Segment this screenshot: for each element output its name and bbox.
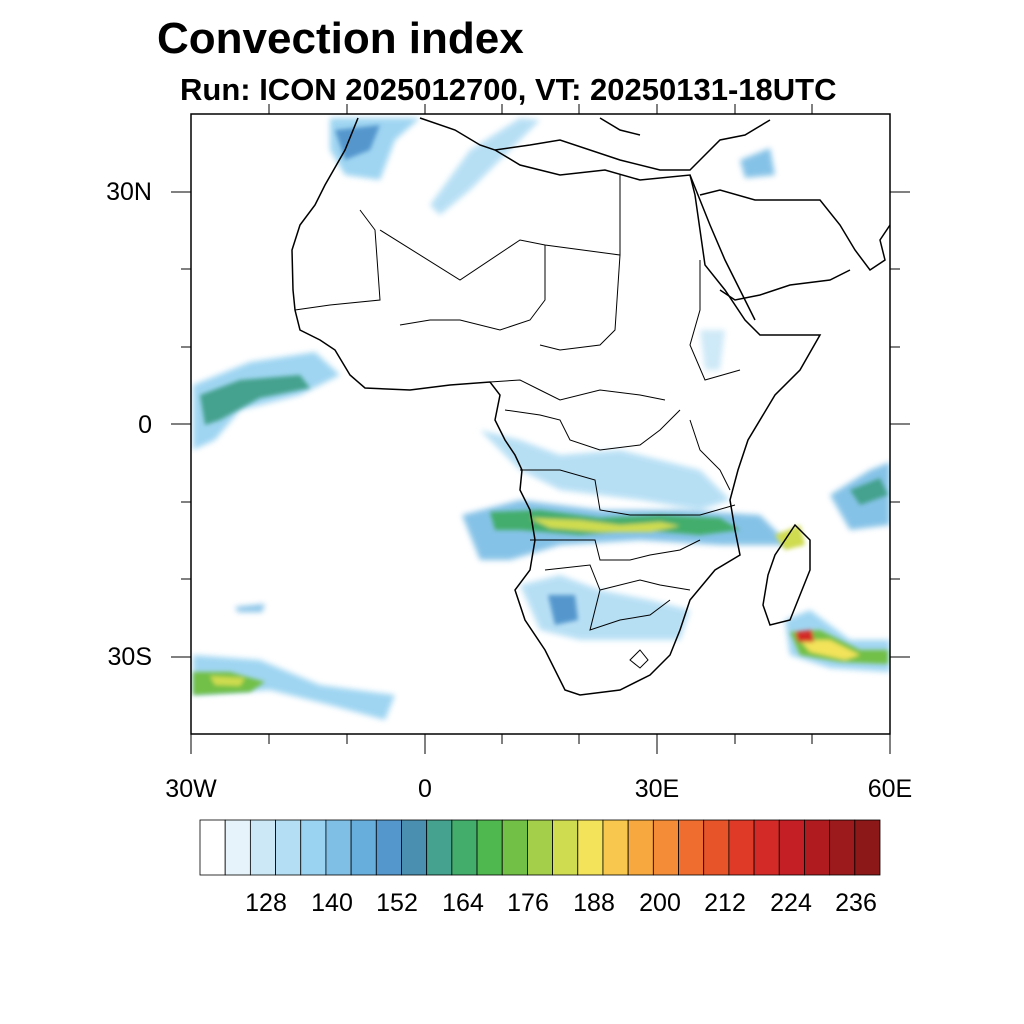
y-tick-label-30s: 30S — [107, 643, 152, 671]
red-sea — [689, 174, 756, 321]
madagascar-coastline — [762, 523, 811, 626]
convection-core-indian-east — [850, 478, 888, 505]
colorbar-label: 212 — [704, 889, 746, 917]
colorbar-swatch — [703, 819, 730, 876]
colorbar-swatch — [451, 819, 478, 876]
africa-coastline — [291, 117, 822, 696]
convection-core-madagascar-red — [795, 630, 814, 642]
colorbar-swatch — [350, 819, 377, 876]
convection-area-atlantic-small — [235, 604, 265, 612]
x-tick-label-30e: 30E — [634, 775, 680, 803]
mediterranean-coast — [494, 117, 771, 171]
colorbar-swatch — [325, 819, 352, 876]
convection-area-congo — [480, 430, 730, 510]
colorbar-swatch — [627, 819, 654, 876]
colorbar-swatch — [778, 819, 805, 876]
colorbar-swatch — [854, 819, 881, 876]
convection-area-nw-streaks — [430, 118, 540, 215]
colorbar-swatch — [300, 819, 327, 876]
colorbar-swatch — [577, 819, 604, 876]
convection-core-south-atlantic-yellow — [210, 676, 245, 686]
colorbar-swatch — [249, 819, 276, 876]
colorbar-label: 200 — [639, 889, 681, 917]
map-title: Convection index — [157, 14, 524, 63]
colorbar-swatch — [199, 819, 226, 876]
convection-area-atlantic-eq — [193, 352, 340, 450]
colorbar-swatch — [552, 819, 579, 876]
colorbar-swatch — [829, 819, 856, 876]
colorbar-swatch — [652, 819, 679, 876]
colorbar-swatch — [275, 819, 302, 876]
colorbar-swatch — [602, 819, 629, 876]
colorbar-swatch — [375, 819, 402, 876]
coastlines — [291, 117, 890, 696]
colorbar-swatch — [501, 819, 528, 876]
colorbar-swatch — [804, 819, 831, 876]
convection-area-middle-east — [740, 148, 775, 178]
colorbar-swatch — [728, 819, 755, 876]
country-borders — [294, 175, 741, 669]
convection-core-atlantic-eq — [200, 375, 310, 425]
y-tick-label-30n: 30N — [106, 178, 152, 206]
convection-area-namibia — [520, 575, 690, 640]
colorbar-label: 128 — [245, 889, 287, 917]
map-frame — [190, 113, 891, 735]
colorbar-swatch — [527, 819, 553, 876]
convection-core-southern-band — [490, 510, 740, 535]
colorbar-swatch — [426, 819, 453, 876]
colorbar-swatch — [401, 819, 428, 876]
convection-area-ethiopia — [700, 330, 725, 370]
colorbar-label: 152 — [376, 889, 418, 917]
colorbar-label: 188 — [573, 889, 615, 917]
convection-core-mozambique — [775, 525, 805, 550]
y-tick-label-0: 0 — [138, 411, 152, 439]
convection-area-south-atlantic — [193, 655, 395, 720]
colorbar-label: 140 — [311, 889, 353, 917]
colorbar-label: 176 — [507, 889, 549, 917]
colorbar-swatch — [476, 819, 503, 876]
colorbar-swatch — [753, 819, 780, 876]
convection-field — [193, 117, 890, 720]
map-subtitle: Run: ICON 2025012700, VT: 20250131-18UTC — [180, 72, 837, 107]
axis-ticks — [171, 104, 910, 754]
colorbar-label: 164 — [442, 889, 484, 917]
arabia-coastline — [699, 189, 890, 301]
x-tick-label-0: 0 — [418, 775, 432, 803]
colorbar-swatch — [678, 819, 705, 876]
convection-core-madagascar-yellow — [800, 640, 860, 660]
x-tick-label-60e: 60E — [867, 775, 913, 803]
colorbar — [199, 819, 881, 876]
colorbar-label: 224 — [770, 889, 812, 917]
convection-core-southern-yellow — [530, 518, 680, 532]
convection-core-nw-africa — [335, 125, 380, 160]
colorbar-label: 236 — [835, 889, 877, 917]
convection-core-namibia — [548, 595, 578, 625]
x-tick-label-30w: 30W — [165, 775, 217, 803]
colorbar-swatch — [224, 819, 251, 876]
